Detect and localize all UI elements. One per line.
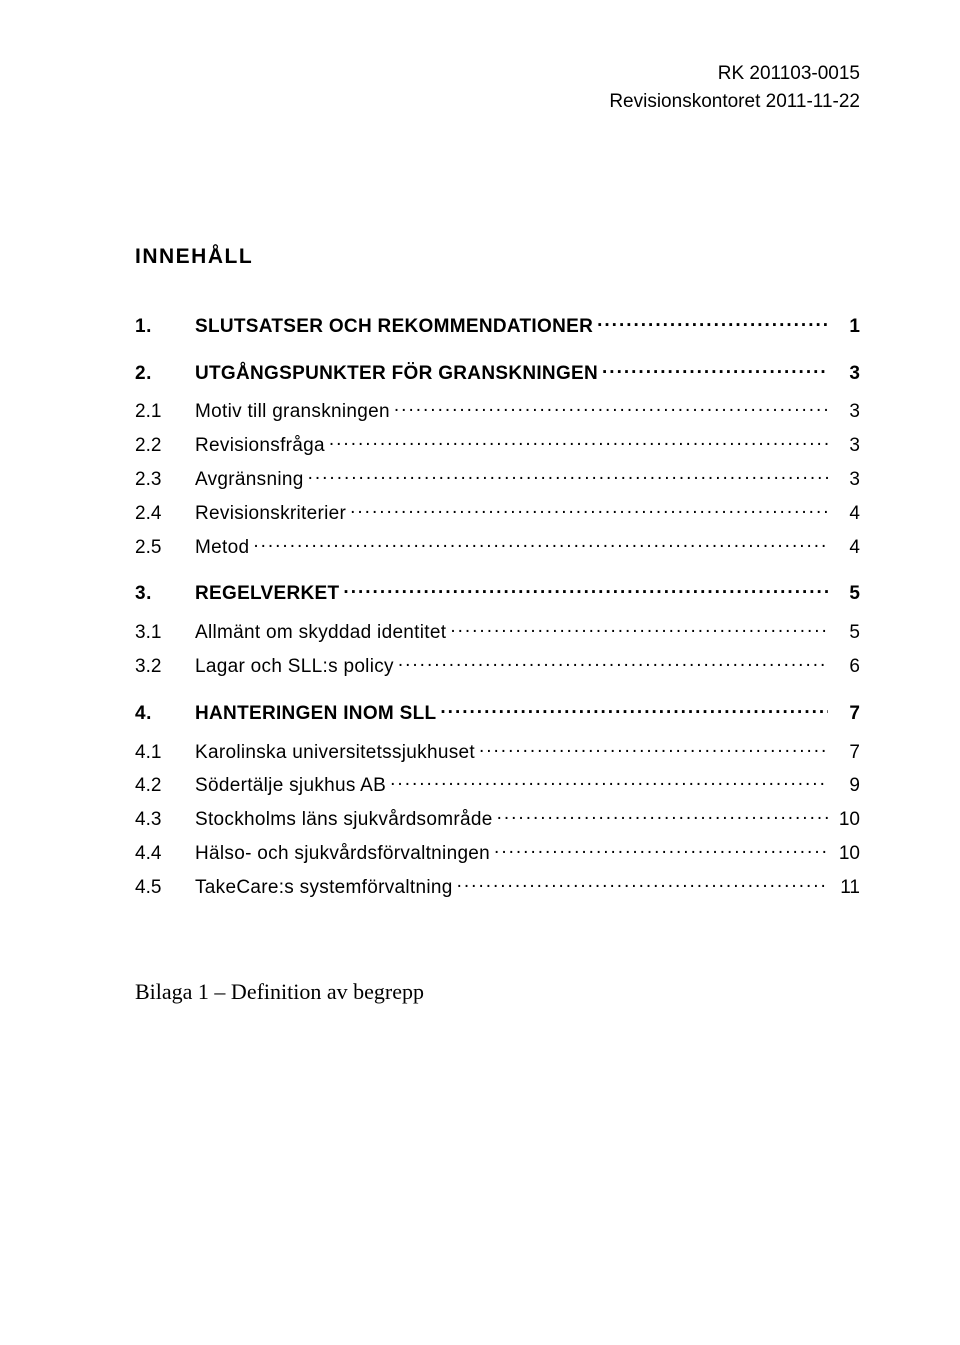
toc-item-label: Lagar och SLL:s policy [195, 656, 394, 678]
toc-leader-dots [497, 802, 828, 825]
toc-item-page: 9 [832, 775, 860, 797]
toc-item-number: 2.5 [135, 537, 195, 559]
toc-section: 3.REGELVERKET 5 [135, 577, 860, 606]
toc-section-page: 5 [832, 583, 860, 605]
toc-item-number: 4.4 [135, 843, 195, 865]
header-block: RK 201103-0015 Revisionskontoret 2011-11… [135, 60, 860, 115]
toc-leader-dots [253, 530, 828, 553]
toc-section-number: 3. [135, 583, 195, 605]
toc-leader-dots [479, 735, 828, 758]
toc-section: 2.UTGÅNGSPUNKTER FÖR GRANSKNINGEN 3 [135, 356, 860, 385]
toc-item-page: 3 [832, 401, 860, 423]
toc-item-number: 4.3 [135, 809, 195, 831]
toc-leader-dots [440, 696, 828, 719]
toc-item-label: Revisionsfråga [195, 435, 325, 457]
toc-leader-dots [494, 836, 828, 859]
toc-item-label: Karolinska universitetssjukhuset [195, 742, 475, 764]
toc-section: 1.SLUTSATSER OCH REKOMMENDATIONER 1 [135, 309, 860, 338]
toc-item-page: 4 [832, 537, 860, 559]
toc-leader-dots [350, 496, 828, 519]
toc-item: 4.2Södertälje sjukhus AB 9 [135, 769, 860, 798]
appendix-line: Bilaga 1 – Definition av begrepp [135, 979, 860, 1005]
toc-item-page: 3 [832, 435, 860, 457]
toc-item-number: 2.1 [135, 401, 195, 423]
toc-item-number: 2.2 [135, 435, 195, 457]
toc-section-page: 7 [832, 703, 860, 725]
toc-item-label: Avgränsning [195, 469, 304, 491]
toc-item: 2.2Revisionsfråga 3 [135, 428, 860, 457]
toc-item: 2.5Metod 4 [135, 530, 860, 559]
toc-item-label: Motiv till granskningen [195, 401, 390, 423]
toc-item-label: Metod [195, 537, 249, 559]
toc-item: 3.2Lagar och SLL:s policy 6 [135, 649, 860, 678]
toc-item-number: 4.1 [135, 742, 195, 764]
toc-leader-dots [308, 462, 828, 485]
toc-item-label: TakeCare:s systemförvaltning [195, 877, 453, 899]
toc-section-number: 2. [135, 363, 195, 385]
toc-leader-dots [450, 615, 828, 638]
toc-section-page: 3 [832, 363, 860, 385]
toc-item-label: Stockholms läns sjukvårdsområde [195, 809, 493, 831]
toc-item: 2.3Avgränsning 3 [135, 462, 860, 491]
table-of-contents: 1.SLUTSATSER OCH REKOMMENDATIONER 1 2.UTGÅ… [135, 309, 860, 899]
toc-item-number: 2.3 [135, 469, 195, 491]
toc-section-label: REGELVERKET [195, 583, 339, 605]
toc-item-number: 3.2 [135, 656, 195, 678]
toc-item: 4.3Stockholms läns sjukvårdsområde 10 [135, 802, 860, 831]
toc-section-page: 1 [832, 316, 860, 338]
toc-item-page: 4 [832, 503, 860, 525]
toc-item-page: 11 [832, 877, 860, 899]
toc-leader-dots [390, 769, 828, 792]
toc-item: 2.4Revisionskriterier 4 [135, 496, 860, 525]
toc-item-label: Allmänt om skyddad identitet [195, 622, 446, 644]
toc-leader-dots [602, 356, 828, 379]
org-and-date: Revisionskontoret 2011-11-22 [135, 88, 860, 116]
toc-item-number: 4.2 [135, 775, 195, 797]
toc-item-page: 7 [832, 742, 860, 764]
toc-section: 4.HANTERINGEN INOM SLL 7 [135, 696, 860, 725]
toc-leader-dots [597, 309, 828, 332]
toc-item: 4.4Hälso- och sjukvårdsförvaltningen 10 [135, 836, 860, 865]
toc-section-number: 1. [135, 316, 195, 338]
toc-leader-dots [457, 870, 828, 893]
toc-item-number: 3.1 [135, 622, 195, 644]
toc-item: 4.1Karolinska universitetssjukhuset 7 [135, 735, 860, 764]
toc-section-label: SLUTSATSER OCH REKOMMENDATIONER [195, 316, 593, 338]
toc-leader-dots [398, 649, 828, 672]
toc-item-page: 10 [832, 843, 860, 865]
toc-title: INNEHÅLL [135, 245, 860, 269]
toc-leader-dots [343, 577, 828, 600]
document-page: RK 201103-0015 Revisionskontoret 2011-11… [0, 0, 960, 1345]
toc-item: 2.1Motiv till granskningen 3 [135, 395, 860, 424]
toc-item-page: 6 [832, 656, 860, 678]
toc-item-page: 10 [832, 809, 860, 831]
toc-leader-dots [394, 395, 828, 418]
toc-section-number: 4. [135, 703, 195, 725]
toc-item-label: Södertälje sjukhus AB [195, 775, 386, 797]
toc-item-number: 2.4 [135, 503, 195, 525]
toc-item-number: 4.5 [135, 877, 195, 899]
toc-item-label: Hälso- och sjukvårdsförvaltningen [195, 843, 490, 865]
toc-section-label: HANTERINGEN INOM SLL [195, 703, 436, 725]
toc-item: 4.5TakeCare:s systemförvaltning 11 [135, 870, 860, 899]
toc-leader-dots [329, 428, 828, 451]
toc-item-page: 5 [832, 622, 860, 644]
toc-item: 3.1Allmänt om skyddad identitet 5 [135, 615, 860, 644]
toc-section-label: UTGÅNGSPUNKTER FÖR GRANSKNINGEN [195, 363, 598, 385]
toc-item-page: 3 [832, 469, 860, 491]
document-id: RK 201103-0015 [135, 60, 860, 88]
toc-item-label: Revisionskriterier [195, 503, 346, 525]
